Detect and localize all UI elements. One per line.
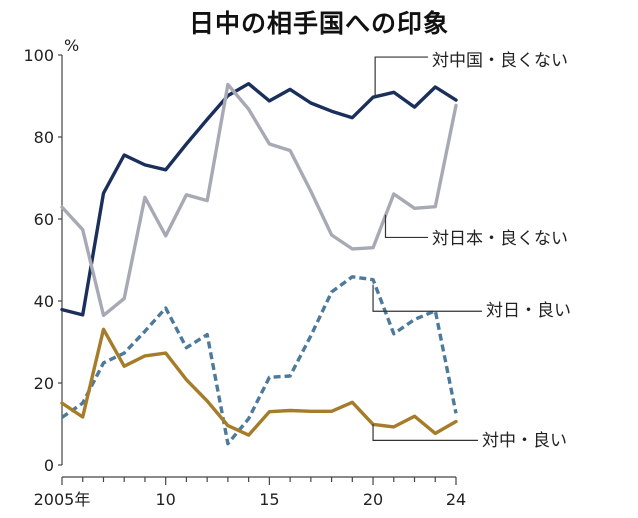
y-unit-label: % (64, 36, 79, 55)
series-line-1 (60, 82, 458, 318)
x-tick-label: 24 (446, 490, 466, 509)
y-tick-label: 20 (34, 374, 54, 393)
series-layer (60, 81, 458, 446)
series-line-2 (61, 275, 458, 446)
chart-title: 日中の相手国への印象 (188, 9, 449, 38)
callout-leader-3 (372, 424, 478, 441)
y-tick-label: 40 (34, 292, 54, 311)
x-tick-label: 10 (156, 490, 176, 509)
x-tick-label: 2005年 (34, 490, 91, 509)
x-tick-label: 15 (259, 490, 279, 509)
callout-leader-0 (374, 56, 428, 99)
series-line-3 (60, 327, 458, 437)
series-line-0 (60, 81, 458, 317)
series-label-1: 対日本・良くない (432, 229, 568, 249)
x-tick-label: 20 (363, 490, 383, 509)
series-label-3: 対中・良い (482, 431, 567, 451)
series-label-0: 対中国・良くない (432, 51, 568, 71)
callout-leader-2 (372, 284, 482, 312)
axes: 0 20 40 60 80 100% 2005年 10 15 20 24 (23, 36, 466, 509)
y-tick-label: 80 (34, 128, 54, 147)
series-label-2: 対日・良い (486, 301, 571, 321)
callout-leader-1 (384, 214, 428, 239)
y-tick-label: 60 (34, 210, 54, 229)
y-tick-label: 0 (44, 456, 54, 475)
y-tick-label: 100 (23, 46, 54, 65)
